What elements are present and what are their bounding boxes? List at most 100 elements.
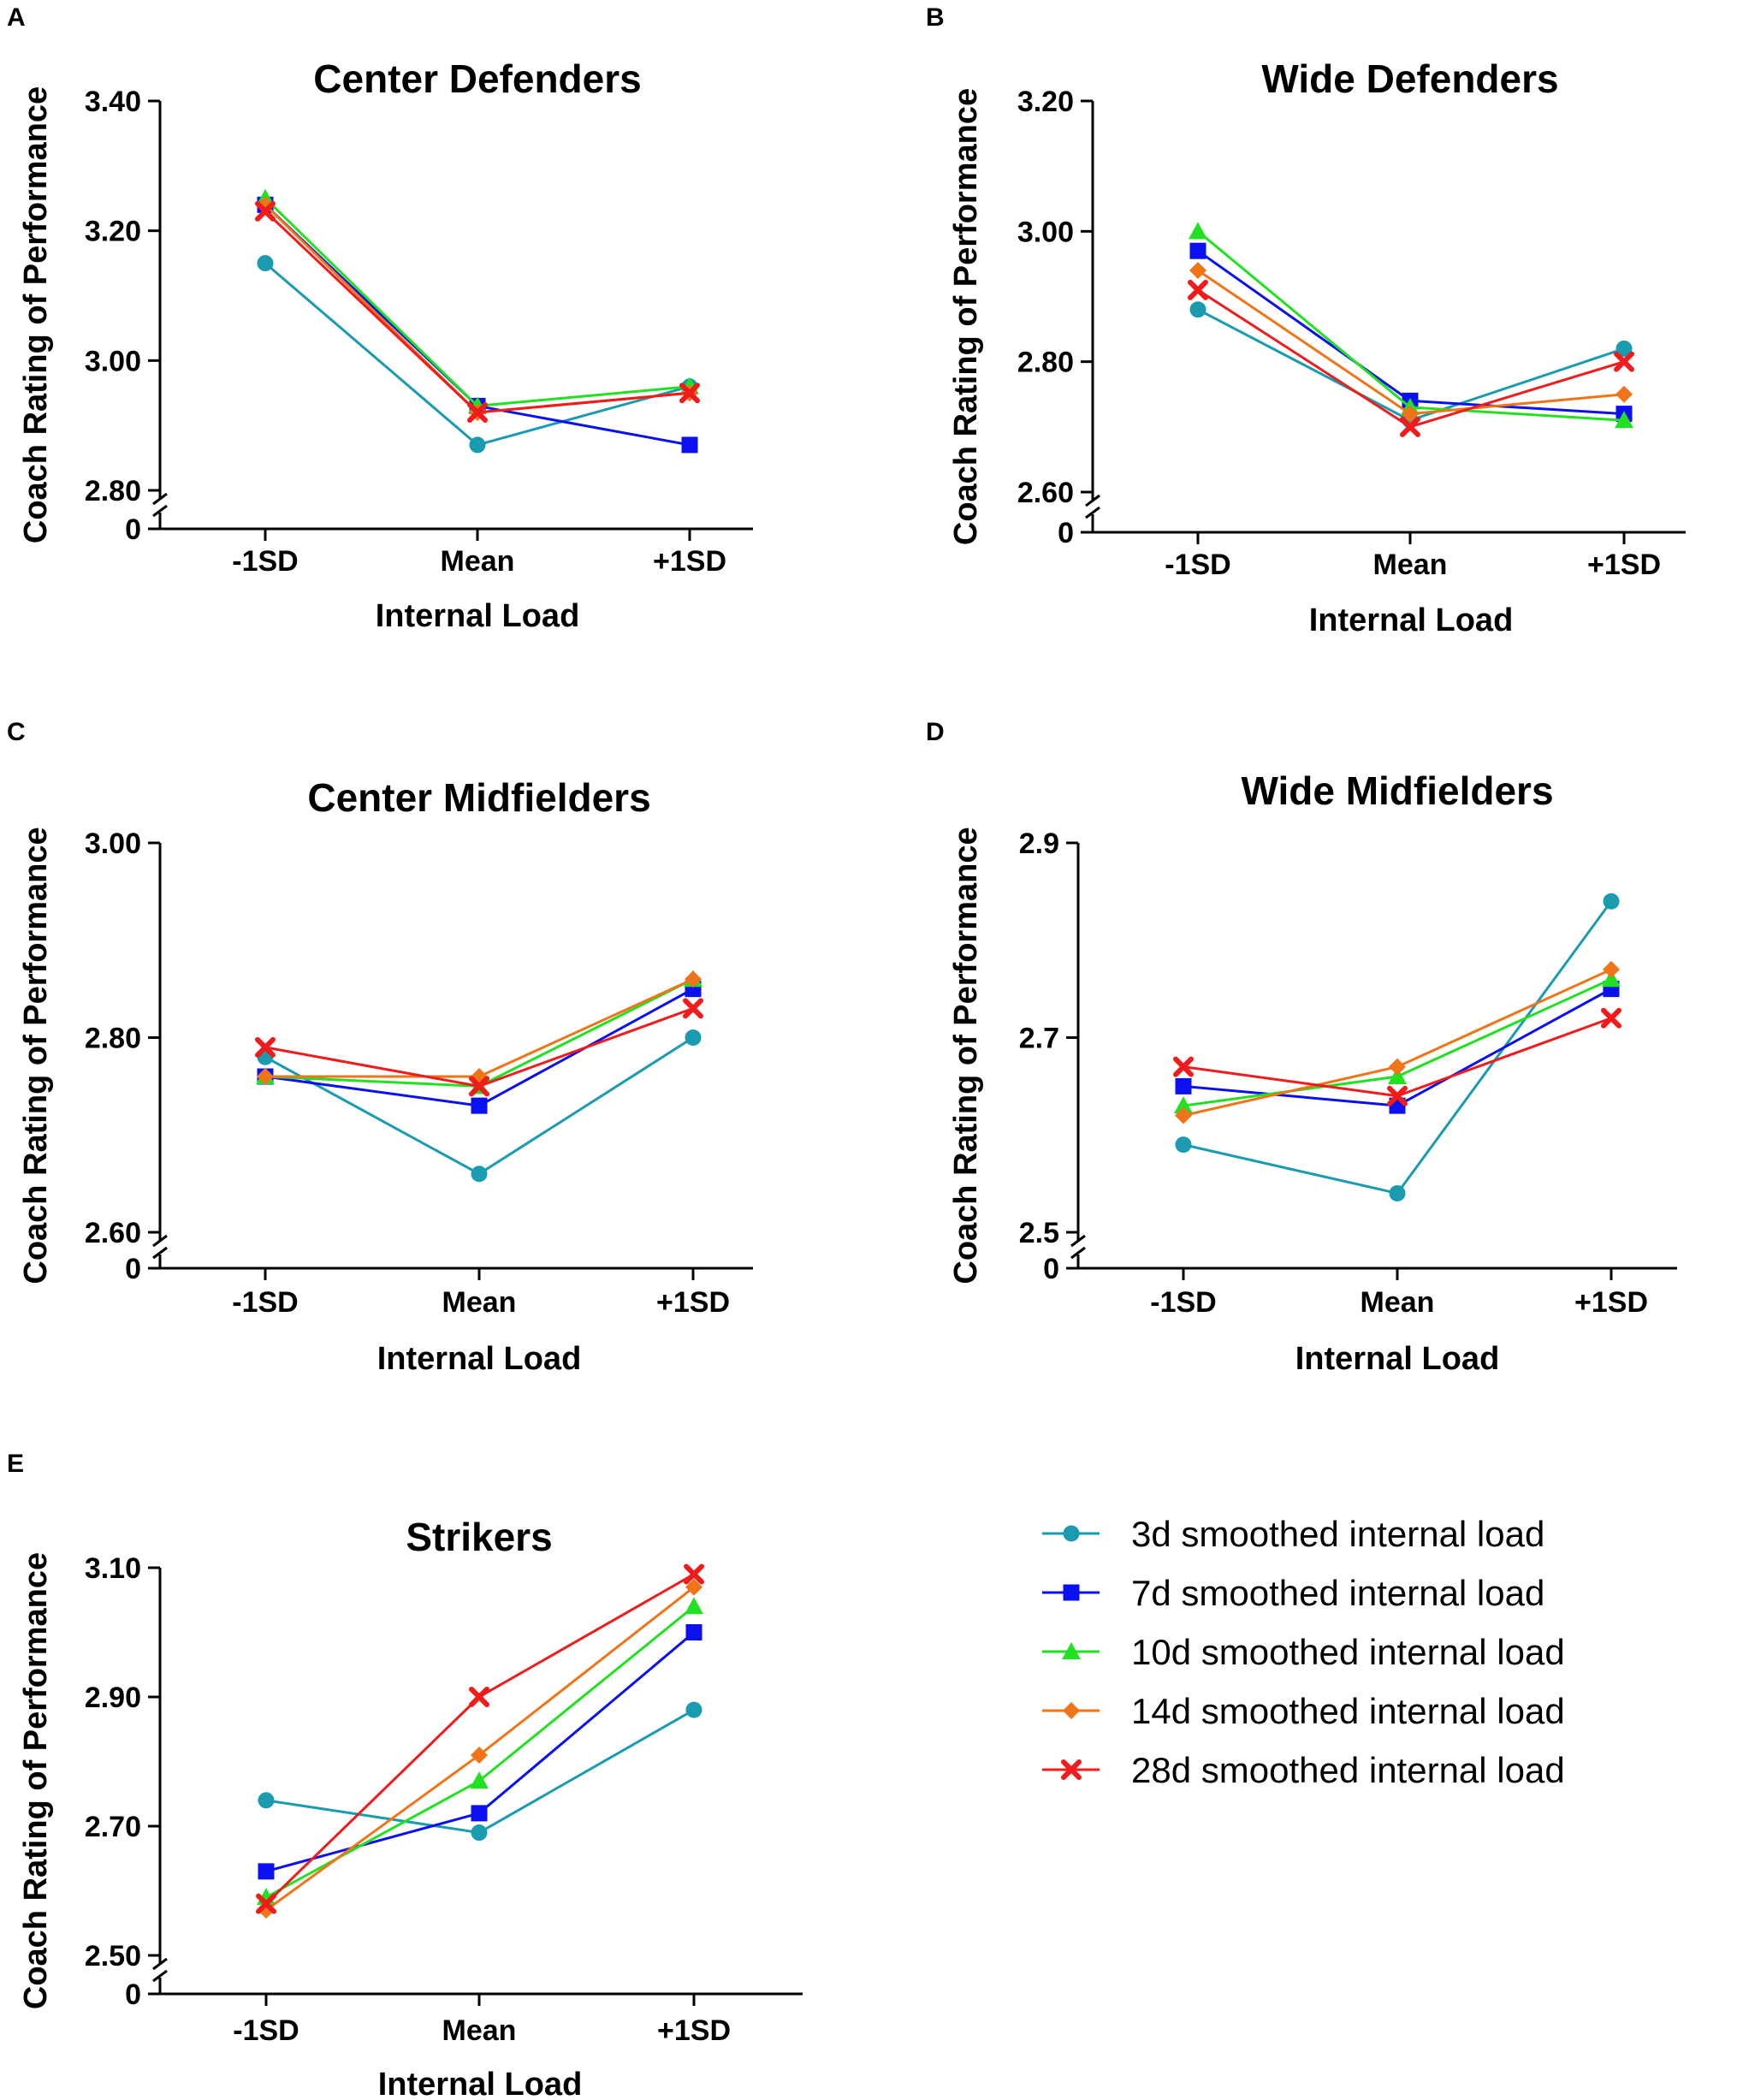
series-3d-smoothed-internal-load: [1175, 893, 1620, 1201]
x-axis-label: Internal Load: [1295, 1341, 1500, 1377]
data-point-1sd: [1175, 1077, 1192, 1094]
data-point-1sd: [255, 200, 276, 222]
y-axis-label: Coach Rating of Performance: [948, 88, 984, 545]
y-tick-label: 3.10: [85, 1552, 141, 1585]
x-tick-label-1sd: -1SD: [1165, 549, 1230, 581]
y-tick-label: 2.50: [85, 1940, 141, 1972]
panel-letter: B: [926, 3, 945, 32]
data-point-1sd: [685, 1029, 702, 1046]
series-14d-smoothed-internal-load: [257, 196, 698, 421]
y-tick-label: 2.60: [85, 1217, 141, 1249]
data-point-mean: [1402, 405, 1419, 423]
y-tick-label-zero: 0: [125, 513, 141, 546]
data-point-mean: [467, 402, 488, 423]
data-point-1sd: [1189, 222, 1207, 240]
y-tick-label-zero: 0: [1043, 1253, 1059, 1285]
y-tick-label-zero: 0: [125, 1978, 141, 2011]
legend-marker-circle-icon: [1063, 1525, 1080, 1542]
data-point-1sd: [258, 1863, 275, 1880]
x-tick-label-1sd: +1SD: [653, 545, 726, 578]
y-tick-label-zero: 0: [1058, 517, 1074, 549]
data-point-mean: [1400, 416, 1420, 437]
x-axis-label: Internal Load: [378, 2067, 583, 2100]
series-10d-smoothed-internal-load: [256, 188, 699, 414]
data-point-1sd: [258, 1792, 275, 1809]
x-tick-label-mean: Mean: [441, 545, 515, 578]
y-tick-label: 3.00: [85, 345, 141, 377]
x-tick-label-1sd: +1SD: [657, 2014, 731, 2047]
axis-break-icon: [152, 1234, 168, 1260]
legend-item-7d-smoothed-internal-load: 7d smoothed internal load: [1042, 1573, 1544, 1613]
axis-break-icon: [1085, 494, 1100, 519]
panel-letter: D: [926, 718, 945, 746]
x-tick-label-1sd: -1SD: [232, 545, 298, 578]
legend-item-3d-smoothed-internal-load: 3d smoothed internal load: [1042, 1514, 1544, 1554]
x-tick-label-mean: Mean: [1361, 1286, 1435, 1319]
data-point-mean: [469, 436, 486, 454]
data-point-1sd: [1173, 1056, 1194, 1077]
data-point-1sd: [1614, 351, 1634, 372]
data-point-1sd: [257, 1068, 274, 1085]
axis-break-icon: [1070, 1234, 1086, 1260]
series-line: [1183, 988, 1612, 1107]
data-point-1sd: [685, 1578, 703, 1596]
data-point-1sd: [1174, 1096, 1193, 1114]
data-point-mean: [1387, 1085, 1408, 1106]
y-tick-label: 2.80: [1017, 347, 1074, 379]
axis-break-icon: [152, 492, 168, 518]
data-point-mean: [471, 1166, 488, 1183]
legend-marker-x-icon: [1061, 1759, 1082, 1780]
legend-item-10d-smoothed-internal-load: 10d smoothed internal load: [1042, 1632, 1565, 1672]
legend-label: 28d smoothed internal load: [1131, 1750, 1565, 1790]
panel-center-midfielders: C Center Midfielders Coach Rating of Perfo…: [7, 718, 753, 1377]
data-point-1sd: [1189, 301, 1206, 318]
chart-title: Center Midfielders: [307, 775, 650, 820]
series-line: [1197, 230, 1625, 422]
series-3d-smoothed-internal-load: [257, 255, 698, 454]
data-point-1sd: [1601, 1007, 1621, 1029]
y-axis-label: Coach Rating of Performance: [18, 86, 54, 543]
y-tick-label: 2.70: [85, 1811, 141, 1843]
chart-title: Wide Midfielders: [1241, 768, 1553, 813]
series-28d-smoothed-internal-load: [1188, 279, 1634, 437]
legend-marker-triangle-icon: [1062, 1642, 1081, 1659]
data-point-mean: [1389, 1185, 1406, 1201]
legend: 3d smoothed internal load 7d smoothed int…: [1042, 1514, 1565, 1790]
data-point-1sd: [685, 1701, 703, 1718]
y-tick-label: 3.40: [85, 86, 141, 118]
x-axis-label: Internal Load: [377, 1341, 582, 1377]
x-axis-label: Internal Load: [1309, 602, 1514, 638]
data-point-1sd: [1602, 970, 1621, 988]
panel-wide-defenders: B Wide Defenders Coach Rating of Performan…: [926, 3, 1686, 638]
series-line: [264, 210, 691, 414]
data-point-1sd: [1603, 960, 1620, 978]
series-line: [1183, 900, 1613, 1195]
data-point-1sd: [1615, 411, 1633, 429]
x-tick-label-1sd: +1SD: [1574, 1286, 1648, 1319]
data-point-1sd: [1615, 340, 1633, 357]
x-tick-label-mean: Mean: [442, 2014, 517, 2047]
y-axis-label: Coach Rating of Performance: [18, 1552, 54, 2009]
series-line: [264, 197, 691, 407]
series-28d-smoothed-internal-load: [255, 998, 703, 1097]
data-point-1sd: [684, 1563, 704, 1585]
legend-item-28d-smoothed-internal-load: 28d smoothed internal load: [1042, 1750, 1565, 1790]
panel-strikers: E Strikers Coach Rating of Performance 2.50…: [7, 1450, 803, 2100]
axis-break-icon: [152, 1957, 168, 1983]
series-14d-smoothed-internal-load: [1175, 960, 1620, 1124]
data-point-1sd: [1175, 1136, 1192, 1154]
legend-label: 7d smoothed internal load: [1131, 1573, 1544, 1613]
series-line: [1183, 1017, 1612, 1098]
y-tick-label: 3.20: [85, 216, 141, 248]
data-point-1sd: [685, 970, 702, 988]
y-tick-label: 2.80: [85, 475, 141, 507]
x-tick-label-1sd: -1SD: [232, 1286, 298, 1319]
series-line: [264, 204, 691, 414]
legend-marker-diamond-icon: [1063, 1702, 1080, 1719]
data-point-mean: [1388, 1067, 1407, 1084]
data-point-1sd: [1189, 262, 1206, 280]
chart-title: Center Defenders: [313, 56, 641, 101]
data-point-1sd: [1189, 242, 1206, 259]
x-tick-label-mean: Mean: [442, 1286, 517, 1319]
legend-item-14d-smoothed-internal-load: 14d smoothed internal load: [1042, 1691, 1565, 1731]
